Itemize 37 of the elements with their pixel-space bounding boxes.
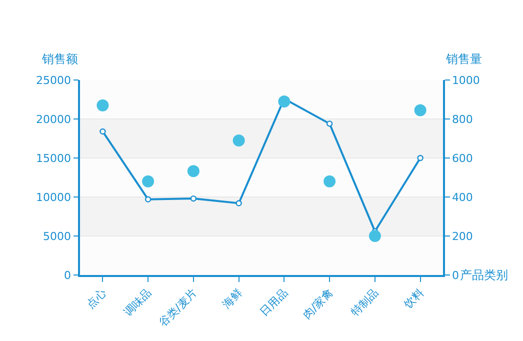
- point: [100, 128, 106, 135]
- y-tick-label: 15000: [36, 152, 72, 165]
- x-tick-label: 肉/家禽: [300, 286, 336, 322]
- point: [414, 104, 426, 116]
- point: [236, 200, 242, 206]
- y2-tick-label: 0: [452, 268, 459, 282]
- y2-tick-label: 200: [452, 230, 473, 243]
- x-tick-label: 海鲜: [220, 286, 245, 312]
- x-tick-label: 点心: [84, 286, 109, 312]
- y2-axis-title: 销售量: [445, 52, 482, 66]
- point: [96, 99, 109, 112]
- y-tick-label: 5000: [43, 230, 72, 243]
- x-tick-label: 调味品: [122, 286, 154, 319]
- y2-tick-label: 1000: [452, 74, 480, 87]
- point: [142, 175, 154, 188]
- x-tick-label: 日用品: [258, 286, 290, 319]
- y-tick-label: 25000: [36, 74, 72, 87]
- point: [278, 95, 290, 108]
- y-tick-label: 20000: [36, 112, 72, 126]
- y2-tick-label: 600: [452, 152, 473, 165]
- y-tick-label: 10000: [36, 190, 72, 204]
- y2-tick-label: 400: [452, 190, 473, 204]
- x-tick-label: 谷类/麦片: [156, 286, 200, 330]
- point: [144, 196, 152, 202]
- x-tick-label: 饮料: [400, 286, 426, 312]
- point: [368, 230, 381, 242]
- point: [232, 134, 245, 146]
- y2-tick-label: 800: [452, 112, 473, 126]
- point: [326, 120, 333, 127]
- x-axis-title: 产品类别: [460, 268, 508, 282]
- point: [324, 175, 336, 188]
- x-tick-label: 特制品: [348, 286, 381, 319]
- point: [190, 195, 197, 202]
- y-axis-title: 销售额: [41, 52, 78, 66]
- y-tick-label: 0: [64, 268, 72, 282]
- point: [417, 154, 424, 162]
- point: [187, 165, 200, 178]
